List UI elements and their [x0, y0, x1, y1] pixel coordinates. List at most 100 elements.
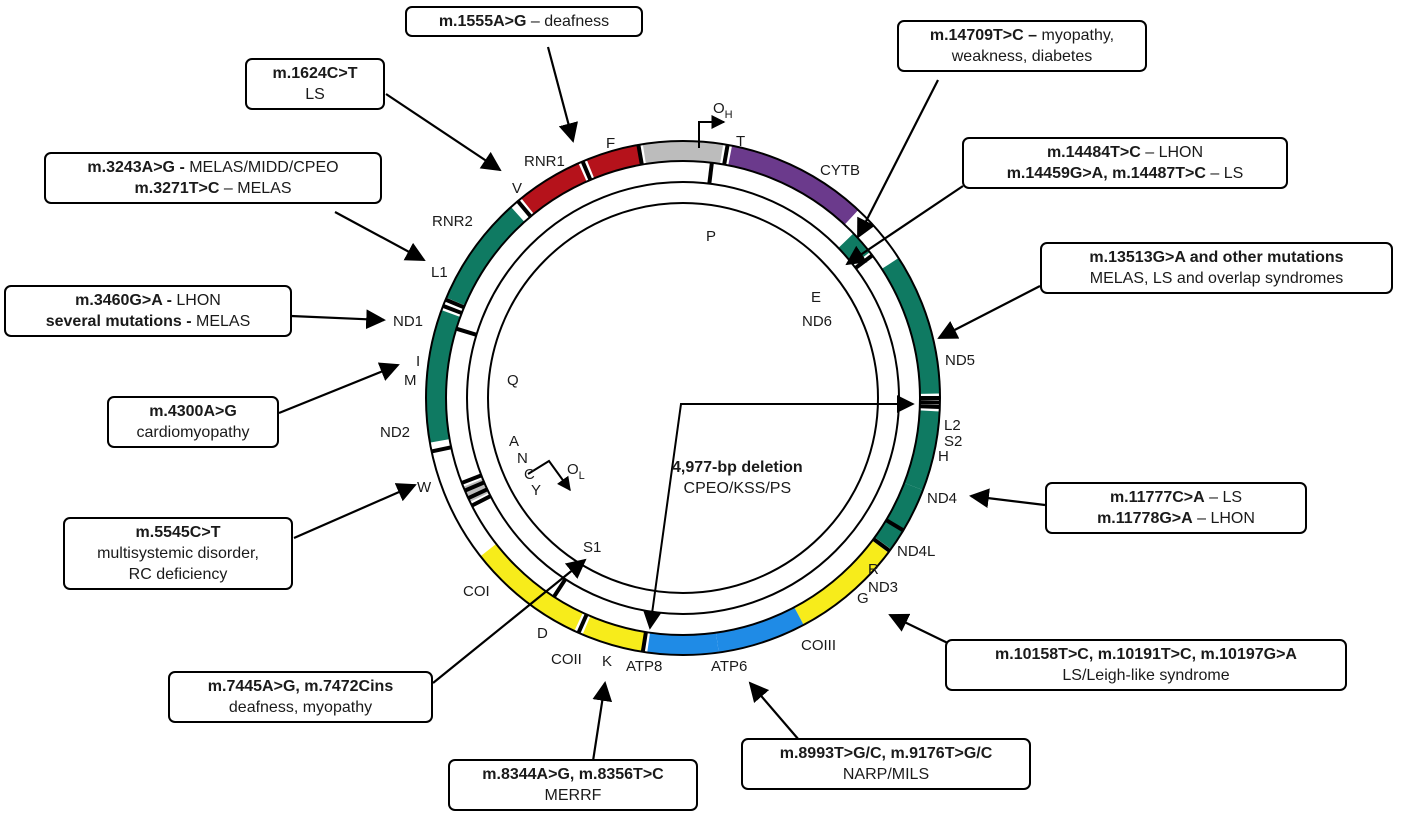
mutation-box-m8993: m.8993T>G/C, m.9176T>G/C NARP/MILS [741, 738, 1031, 790]
label-trna-q: Q [507, 372, 519, 389]
deletion-arrow [643, 395, 915, 630]
mutation-box-m3460: m.3460G>A - LHON several mutations - MEL… [4, 285, 292, 337]
label-nd4l: ND4L [897, 543, 935, 560]
label-rnr2: RNR2 [432, 213, 473, 230]
deletion-desc: CPEO/KSS/PS [683, 480, 792, 497]
label-trna-m: M [404, 372, 417, 389]
label-coii: COII [551, 651, 582, 668]
label-trna-y: Y [531, 482, 541, 499]
oh-origin-arrow [698, 115, 726, 148]
label-trna-f: F [606, 135, 615, 152]
label-trna-l1: L1 [431, 264, 448, 281]
trna-k-tick [640, 631, 648, 653]
label-trna-t: T [736, 133, 745, 150]
genome-ring [426, 141, 940, 656]
trna-l1-tick [516, 199, 533, 218]
light-strand-ring [466, 181, 900, 615]
arrow-m14709 [857, 79, 939, 239]
trna-d-tick [576, 613, 589, 634]
trna-n-tick [464, 480, 485, 493]
label-coi: COI [463, 583, 490, 600]
trna-i-tick [442, 304, 463, 315]
arrow-m7445 [432, 558, 587, 684]
label-nd2: ND2 [380, 424, 410, 441]
nd1-segment [446, 207, 525, 306]
arrow-m14484 [845, 185, 964, 266]
label-coiii: COIII [801, 637, 836, 654]
arrow-m8993 [748, 681, 800, 741]
trna-y-tick [470, 494, 492, 508]
mutation-box-m5545: m.5545C>T multisystemic disorder, RC def… [63, 517, 293, 590]
arrow-m3243 [334, 211, 426, 261]
label-trna-h: H [938, 448, 949, 465]
mutation-box-m13513: m.13513G>A and other mutations MELAS, LS… [1040, 242, 1393, 294]
label-nd5: ND5 [945, 352, 975, 369]
trna-v-tick [580, 160, 593, 181]
mutation-box-m10158: m.10158T>C, m.10191T>C, m.10197G>A LS/Le… [945, 639, 1347, 691]
arrow-m1624 [385, 93, 502, 172]
label-atp6: ATP6 [711, 658, 747, 675]
label-trna-k: K [602, 653, 612, 670]
label-trna-n: N [517, 450, 528, 467]
label-trna-s2: S2 [944, 433, 962, 450]
mutation-box-m8344: m.8344A>G, m.8356T>C MERRF [448, 759, 698, 811]
inner-ring-edge [487, 202, 879, 594]
mutation-box-m14484: m.14484T>C – LHON m.14459G>A, m.14487T>C… [962, 137, 1288, 189]
mutation-box-m7445: m.7445A>G, m.7472Cins deafness, myopathy [168, 671, 433, 723]
arrow-m13513 [937, 285, 1041, 339]
mutation-box-m1624: m.1624C>T LS [245, 58, 385, 110]
ol-origin-arrow [527, 459, 571, 492]
arrow-m5545 [293, 483, 417, 540]
trna-q-tick [455, 326, 478, 337]
label-trna-i: I [416, 353, 420, 370]
mutation-box-m3243: m.3243A>G - MELAS/MIDD/CPEO m.3271T>C – … [44, 152, 382, 204]
coi-segment [480, 543, 583, 631]
trna-p-tick [707, 162, 714, 184]
label-trna-l2: L2 [944, 417, 961, 434]
mutation-box-m14709: m.14709T>C – myopathy, weakness, diabete… [897, 20, 1147, 72]
trna-w-tick [431, 445, 452, 454]
trna-s2-tick [919, 404, 940, 409]
mutation-box-m4300: m.4300A>G cardiomyopathy [107, 396, 279, 448]
label-cytb: CYTB [820, 162, 860, 179]
label-trna-a: A [509, 433, 519, 450]
trna-c-tick [467, 487, 489, 500]
label-trna-p: P [706, 228, 716, 245]
label-trna-w: W [417, 479, 432, 496]
rnr1-segment [586, 144, 642, 179]
label-trna-v: V [512, 180, 522, 197]
arrow-m8344 [591, 681, 613, 762]
nd5-segment [881, 258, 940, 394]
trna-s1-tick [552, 578, 568, 598]
control-region [642, 141, 724, 164]
ol-label: OL [567, 461, 585, 482]
label-atp8: ATP8 [626, 658, 662, 675]
label-nd3: ND3 [868, 579, 898, 596]
arrow-m1555 [546, 46, 578, 143]
cytb-segment [728, 145, 859, 225]
coii-segment [582, 616, 646, 652]
outer-ring-edge [425, 140, 941, 656]
label-rnr1: RNR1 [524, 153, 565, 170]
trna-a-tick [461, 473, 483, 485]
atp8-segment [647, 632, 719, 656]
label-trna-c: C [524, 466, 535, 483]
rnr2-segment [521, 163, 587, 214]
label-nd1: ND1 [393, 313, 423, 330]
mutation-box-m1555: m.1555A>G – deafness [405, 6, 643, 37]
arrow-m11777 [969, 488, 1046, 508]
label-trna-g: G [857, 590, 869, 607]
label-trna-r: R [868, 561, 879, 578]
oh-label: OH [713, 100, 733, 121]
label-nd4: ND4 [927, 490, 957, 507]
trna-t-tick [722, 144, 730, 165]
label-trna-s1: S1 [583, 539, 601, 556]
trna-f-tick [636, 144, 644, 165]
label-trna-e: E [811, 289, 821, 306]
deletion-title: 4,977-bp deletion [672, 459, 803, 476]
deletion-annotation: 4,977-bp deletion CPEO/KSS/PS [672, 457, 803, 499]
arrow-m4300 [278, 362, 400, 415]
label-trna-d: D [537, 625, 548, 642]
trna-m-tick [444, 297, 465, 310]
